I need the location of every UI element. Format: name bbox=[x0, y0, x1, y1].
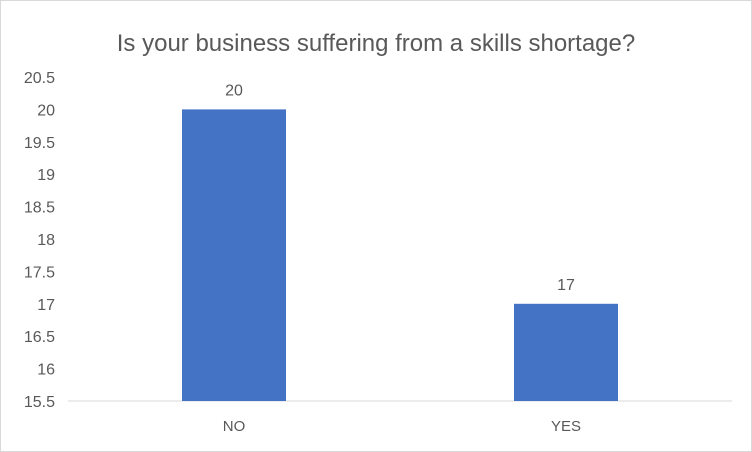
y-tick-label: 18 bbox=[37, 232, 55, 249]
chart-title: Is your business suffering from a skills… bbox=[117, 30, 635, 57]
bar-no bbox=[182, 109, 286, 402]
y-tick-label: 16 bbox=[37, 362, 55, 379]
data-label: 17 bbox=[557, 277, 575, 294]
y-tick-label: 17.5 bbox=[24, 264, 55, 281]
y-tick-label: 20.5 bbox=[24, 70, 55, 87]
bar-yes bbox=[514, 303, 618, 401]
y-tick-label: 20 bbox=[37, 102, 55, 119]
y-tick-label: 17 bbox=[37, 297, 55, 314]
x-tick-label: NO bbox=[223, 418, 246, 435]
y-tick-label: 19.5 bbox=[24, 135, 55, 152]
data-label: 20 bbox=[225, 82, 243, 99]
y-tick-label: 16.5 bbox=[24, 329, 55, 346]
x-tick-label: YES bbox=[551, 418, 581, 435]
y-tick-label: 18.5 bbox=[24, 200, 55, 217]
y-tick-label: 15.5 bbox=[24, 394, 55, 411]
y-tick-label: 19 bbox=[37, 167, 55, 184]
